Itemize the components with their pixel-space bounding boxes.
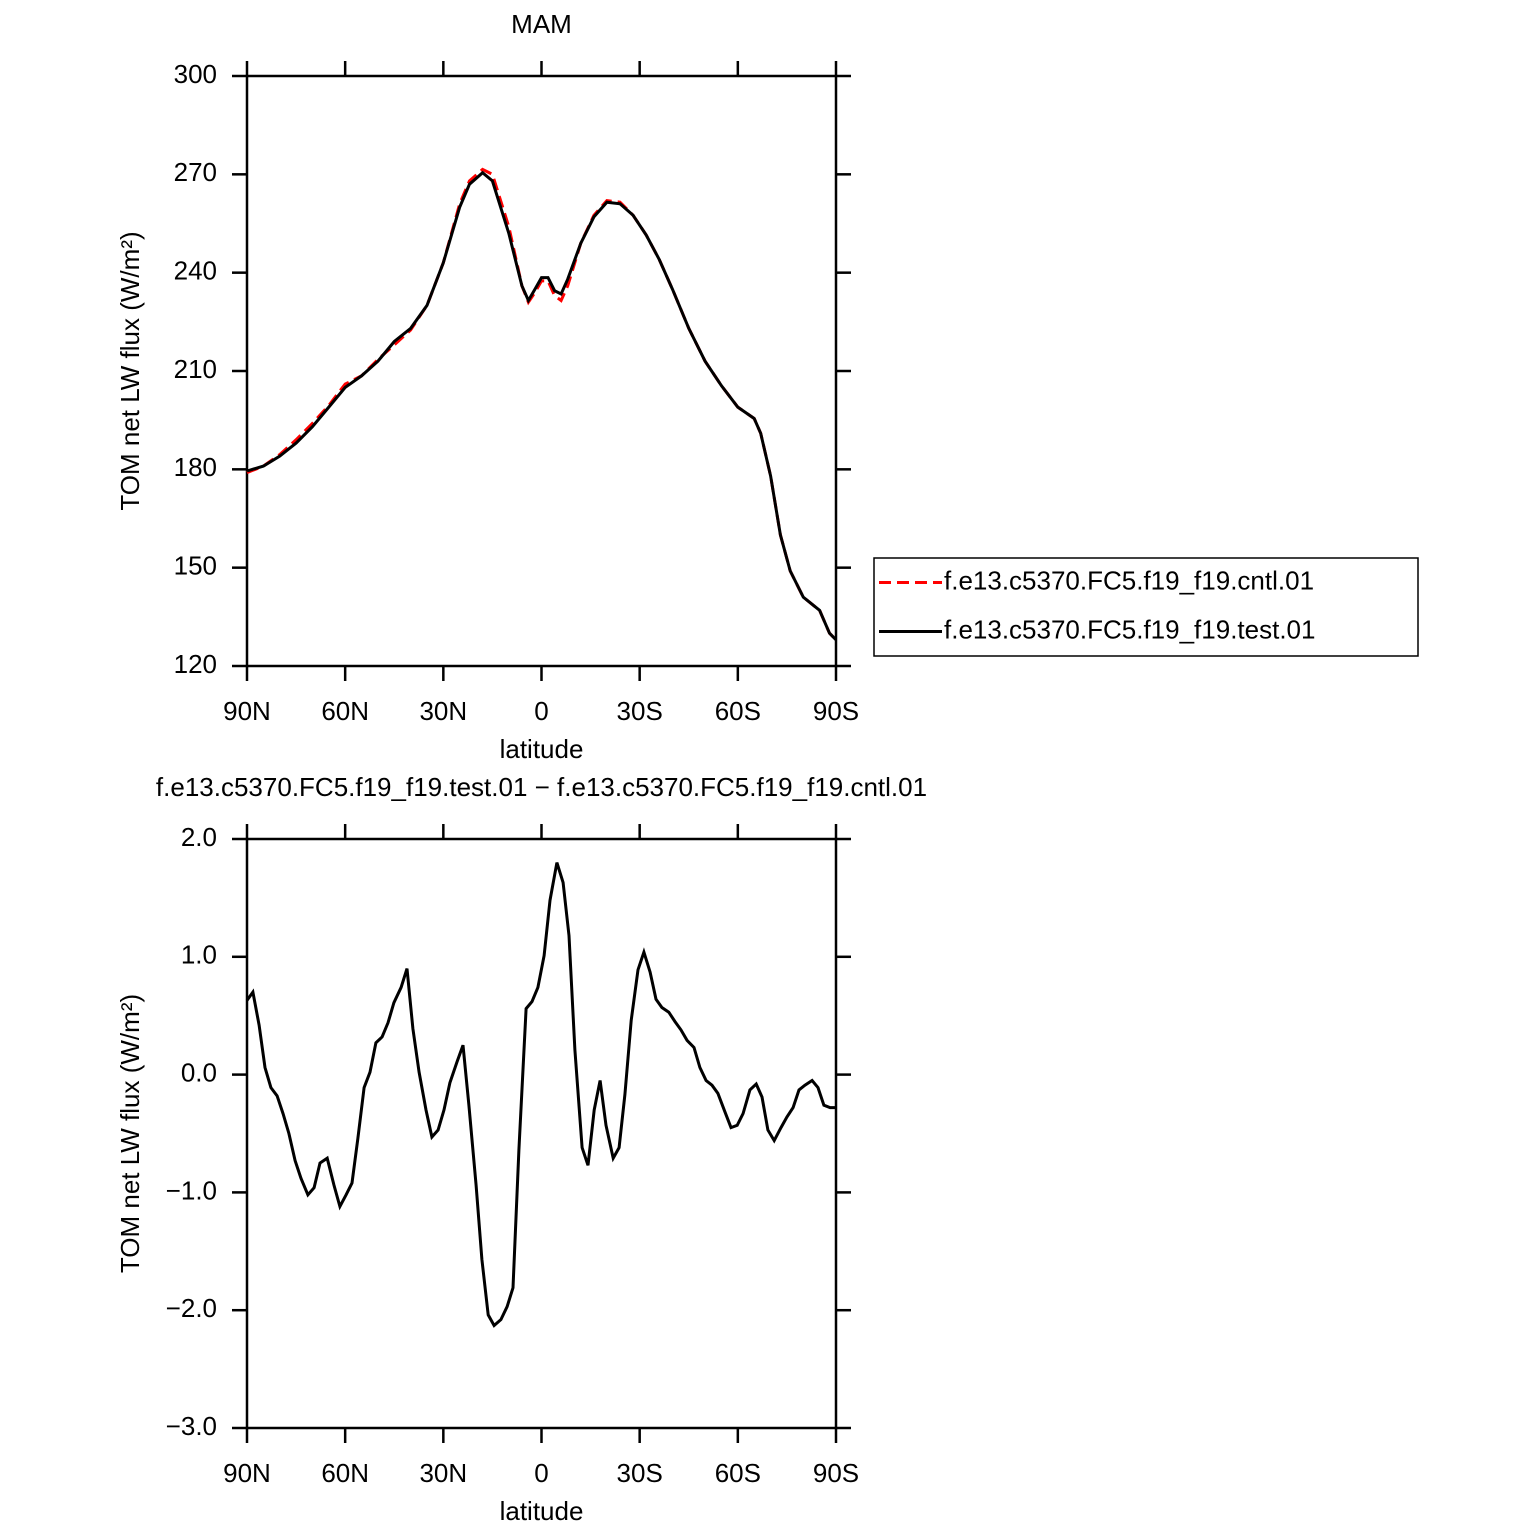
plot-frame — [245, 837, 838, 1430]
y-tick-label: 2.0 — [181, 822, 217, 852]
y-tick-label: 1.0 — [181, 940, 217, 970]
y-axis-label: TOM net LW flux (W/m²) — [115, 231, 145, 510]
x-tick-label: 60S — [715, 696, 761, 726]
x-tick-label: 60N — [321, 696, 369, 726]
x-tick-label: 60N — [321, 1458, 369, 1488]
y-tick-label: 270 — [174, 157, 217, 187]
x-axis-label: latitude — [500, 1496, 584, 1526]
x-tick-label: 30N — [419, 696, 467, 726]
y-tick-label: 240 — [174, 256, 217, 286]
chart-title: f.e13.c5370.FC5.f19_f19.test.01 − f.e13.… — [156, 772, 927, 802]
y-tick-label: 0.0 — [181, 1057, 217, 1087]
data-line — [246, 170, 838, 641]
x-axis-label: latitude — [500, 734, 584, 764]
y-tick-label: 210 — [174, 354, 217, 384]
legend-box — [873, 557, 1419, 657]
plot-frame — [245, 74, 838, 668]
data-line — [245, 862, 836, 1328]
x-tick-label: 0 — [534, 1458, 548, 1488]
data-line — [246, 167, 838, 641]
x-tick-label: 30N — [419, 1458, 467, 1488]
chart-title: MAM — [511, 9, 572, 39]
x-tick-label: 90S — [813, 696, 859, 726]
legend-label: f.e13.c5370.FC5.f19_f19.cntl.01 — [944, 565, 1314, 595]
x-tick-label: 60S — [715, 1458, 761, 1488]
y-tick-label: −2.0 — [166, 1293, 217, 1323]
x-tick-label: 90N — [223, 696, 271, 726]
y-tick-label: 150 — [174, 551, 217, 581]
y-tick-label: −1.0 — [166, 1175, 217, 1205]
x-tick-label: 0 — [534, 696, 548, 726]
x-tick-label: 90S — [813, 1458, 859, 1488]
x-tick-label: 90N — [223, 1458, 271, 1488]
y-tick-label: 180 — [174, 452, 217, 482]
y-tick-label: −3.0 — [166, 1411, 217, 1441]
x-tick-label: 30S — [617, 1458, 663, 1488]
x-tick-label: 30S — [617, 696, 663, 726]
y-tick-label: 120 — [174, 649, 217, 679]
y-tick-label: 300 — [174, 59, 217, 89]
legend-label: f.e13.c5370.FC5.f19_f19.test.01 — [944, 614, 1315, 644]
y-axis-label: TOM net LW flux (W/m²) — [115, 994, 145, 1273]
